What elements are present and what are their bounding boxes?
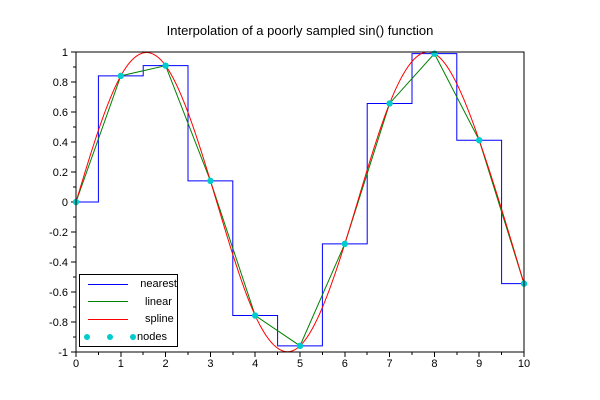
x-tick-label: 10 [518, 358, 530, 370]
node-marker [296, 342, 304, 350]
legend: nearest linear spline nodes [79, 274, 178, 347]
legend-line-icon [88, 301, 128, 303]
y-tick-label: 0.6 [53, 107, 68, 119]
x-tick-label: 1 [118, 358, 124, 370]
x-tick-label: 6 [342, 358, 348, 370]
legend-sample-nodes [84, 333, 136, 340]
node-dot-icon [130, 333, 136, 340]
node-marker [476, 137, 483, 144]
legend-label-nearest: nearest [140, 278, 177, 291]
plot-area-border [75, 51, 525, 353]
x-tick-label: 7 [387, 358, 393, 370]
node-marker [341, 240, 348, 248]
legend-line-icon [88, 318, 128, 320]
legend-label-spline: spline [145, 313, 174, 326]
y-tick-label: 0.2 [53, 167, 68, 179]
node-marker [117, 72, 125, 80]
x-tick-label: 3 [207, 358, 213, 370]
legend-line-icon [88, 283, 128, 285]
y-tick-label: 0.8 [53, 77, 68, 89]
legend-item-spline: spline [80, 311, 177, 328]
y-tick-label: 0 [62, 197, 68, 209]
node-dot-icon [84, 333, 90, 340]
node-marker [431, 50, 438, 57]
node-marker [252, 312, 259, 319]
x-tick-label: 4 [252, 358, 258, 370]
x-tick-label: 5 [297, 358, 303, 370]
y-tick-label: 0.4 [53, 137, 68, 149]
node-marker [386, 100, 393, 107]
node-marker [162, 62, 169, 69]
legend-sample-nearest [88, 283, 131, 285]
y-tick-label: -0.6 [49, 287, 68, 299]
legend-item-nearest: nearest [80, 276, 177, 293]
legend-label-nodes: nodes [137, 330, 167, 343]
y-tick-label: 1 [62, 47, 68, 59]
x-tick-label: 9 [476, 358, 482, 370]
legend-sample-linear [88, 301, 136, 303]
legend-item-nodes: nodes [80, 328, 177, 345]
y-tick-label: -0.8 [49, 317, 68, 329]
node-dot-icon [107, 333, 113, 340]
x-tick-label: 0 [73, 358, 79, 370]
legend-label-linear: linear [145, 295, 172, 308]
x-tick-label: 8 [431, 358, 437, 370]
chart-title: Interpolation of a poorly sampled sin() … [166, 23, 434, 38]
legend-sample-spline [88, 318, 136, 320]
y-tick-label: -0.2 [49, 227, 68, 239]
y-tick-label: -1 [58, 347, 68, 359]
x-tick-label: 2 [163, 358, 169, 370]
y-tick-label: -0.4 [49, 257, 68, 269]
legend-item-linear: linear [80, 293, 177, 310]
node-marker [207, 177, 214, 185]
